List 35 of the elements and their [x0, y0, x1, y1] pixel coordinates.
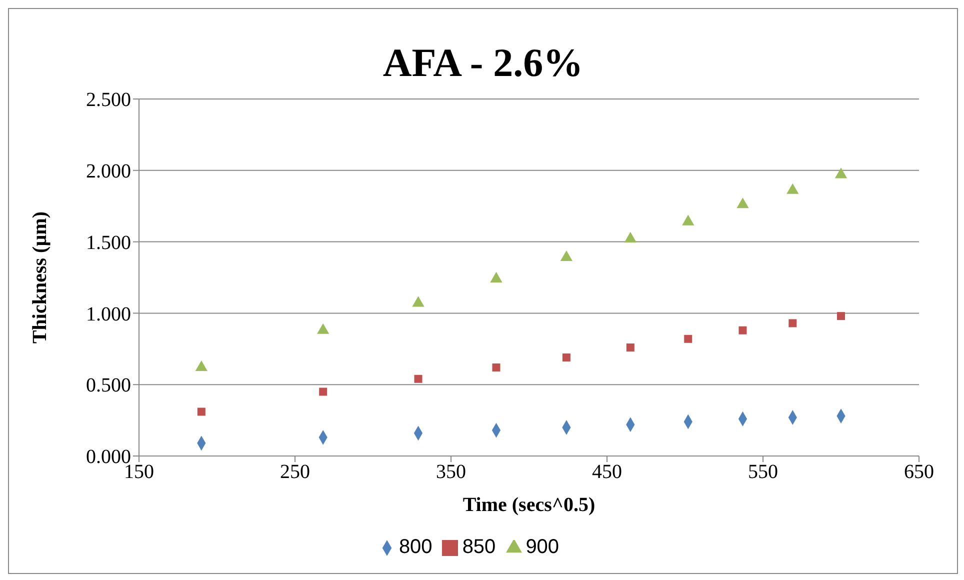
x-tick-label: 450 [592, 461, 622, 484]
point [738, 326, 747, 334]
y-tick-label: 2.500 [86, 89, 131, 112]
point [562, 353, 570, 362]
point [490, 272, 502, 282]
y-tick-label: 1.500 [86, 232, 131, 254]
x-axis-title: Time (secs^0.5) [462, 494, 596, 516]
x-tick-label: 250 [280, 461, 310, 484]
point [412, 296, 424, 307]
point [624, 232, 636, 242]
point [684, 334, 692, 343]
point [626, 343, 634, 352]
point [414, 374, 422, 383]
point [837, 312, 845, 320]
point [736, 198, 749, 208]
point [319, 388, 328, 396]
chart-title: AFA - 2.6% [382, 39, 584, 87]
y-tick-label: 2.000 [86, 160, 131, 182]
y-axis-title: Thickness (µm) [29, 211, 52, 344]
point [317, 323, 330, 334]
x-tick-label: 350 [436, 461, 466, 484]
y-tick-label: 0.500 [86, 374, 131, 397]
legend-label: 850 [462, 536, 496, 558]
point [788, 319, 797, 328]
point [492, 363, 500, 372]
point [560, 250, 573, 262]
x-tick-label: 550 [748, 461, 778, 484]
y-tick-label: 1.000 [86, 303, 131, 326]
point [682, 214, 694, 226]
point [197, 408, 206, 416]
x-tick-label: 650 [904, 461, 934, 484]
point [786, 183, 799, 194]
point [834, 168, 848, 178]
legend-label: 900 [526, 536, 560, 558]
legend-label: 800 [398, 536, 432, 558]
